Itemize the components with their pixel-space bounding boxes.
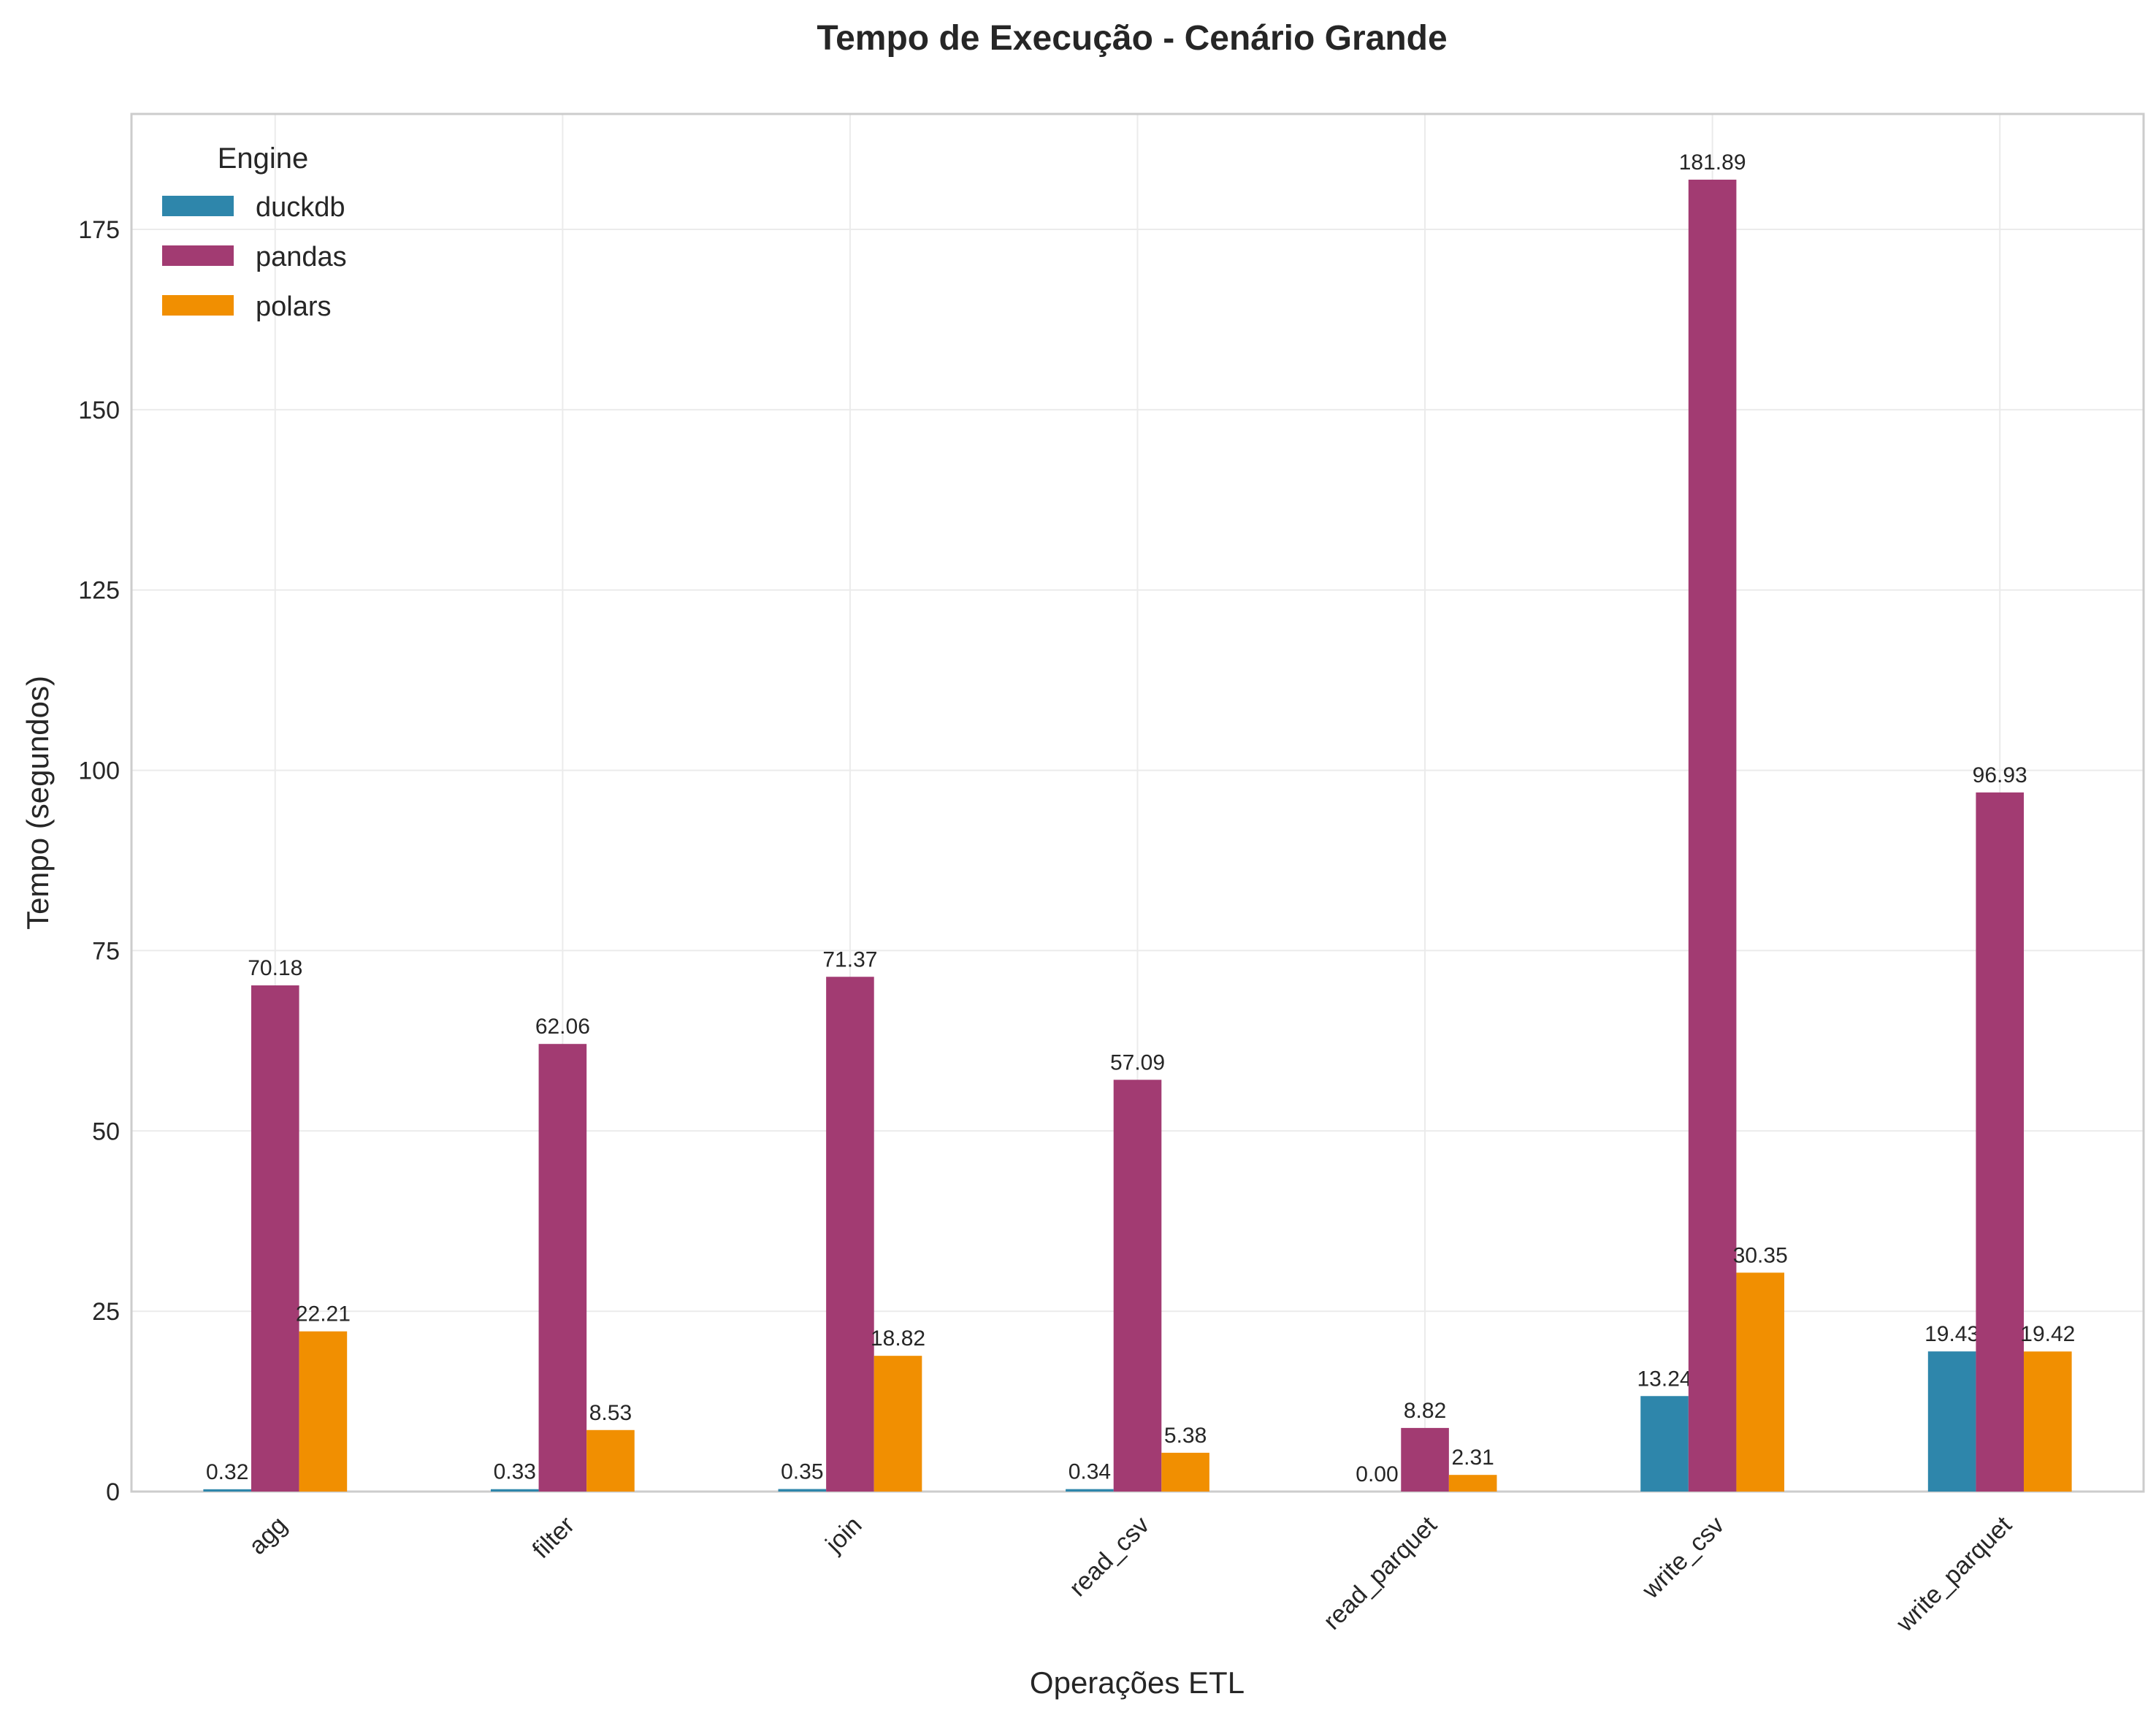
grid-lines: [131, 114, 2144, 1492]
bar-duckdb-read_csv: [1066, 1489, 1114, 1492]
bar-value-label: 96.93: [1973, 763, 2027, 787]
legend-label-duckdb: duckdb: [256, 192, 345, 223]
chart-title: Tempo de Execução - Cenário Grande: [817, 19, 1447, 58]
bar-value-label: 57.09: [1110, 1050, 1165, 1074]
bar-value-label: 19.43: [1924, 1322, 1979, 1346]
y-tick-label: 100: [78, 757, 120, 785]
bar-value-label: 62.06: [535, 1015, 590, 1039]
bar-value-label: 5.38: [1164, 1424, 1207, 1448]
y-tick-labels: 0 25 50 75 100 125 150 175: [78, 216, 120, 1506]
legend-swatch-polars: [162, 295, 234, 316]
bar-polars-agg: [299, 1331, 348, 1492]
legend-title: Engine: [218, 142, 309, 175]
bar-value-label: 181.89: [1679, 150, 1746, 175]
x-axis-label: Operações ETL: [1030, 1665, 1245, 1700]
bar-value-label: 0.00: [1356, 1462, 1398, 1486]
bar-value-label: 19.42: [2020, 1322, 2075, 1346]
bar-pandas-agg: [251, 985, 299, 1492]
legend-swatch-pandas: [162, 245, 234, 266]
y-tick-label: 175: [78, 216, 120, 244]
legend-swatch-duckdb: [162, 196, 234, 216]
bar-value-label: 30.35: [1733, 1243, 1788, 1267]
bar-duckdb-agg: [203, 1489, 251, 1492]
bar-pandas-read_parquet: [1401, 1427, 1449, 1492]
bar-value-label: 0.33: [494, 1460, 536, 1484]
y-tick-label: 50: [92, 1118, 120, 1145]
bars-group: 0.32 0.33 0.35 0.34 0.00 13.24 19.43 70.18 62.06…: [203, 150, 2075, 1492]
bar-value-label: 22.21: [296, 1302, 351, 1326]
bar-pandas-join: [826, 977, 874, 1492]
bar-duckdb-filter: [490, 1489, 539, 1492]
bar-value-label: 13.24: [1637, 1367, 1692, 1391]
bar-polars-read_csv: [1161, 1452, 1209, 1492]
bar-value-label: 71.37: [822, 947, 877, 971]
bar-polars-filter: [586, 1429, 635, 1492]
bar-polars-write_csv: [1736, 1272, 1785, 1492]
legend-label-polars: polars: [256, 291, 332, 322]
legend: Engine duckdb pandas polars: [162, 142, 347, 322]
y-tick-label: 75: [92, 937, 120, 965]
bar-duckdb-join: [778, 1489, 827, 1492]
bar-pandas-read_csv: [1113, 1080, 1162, 1492]
bar-value-label: 0.34: [1069, 1460, 1111, 1484]
bar-duckdb-write_csv: [1640, 1396, 1689, 1492]
bar-value-label: 0.35: [781, 1460, 823, 1484]
bar-polars-write_parquet: [2024, 1351, 2072, 1492]
bar-pandas-write_csv: [1688, 179, 1737, 1492]
bar-pandas-write_parquet: [1976, 792, 2025, 1492]
bar-polars-read_parquet: [1448, 1475, 1497, 1492]
legend-label-pandas: pandas: [256, 242, 347, 272]
bar-pandas-filter: [538, 1044, 587, 1492]
bar-value-label: 8.53: [589, 1401, 632, 1425]
bar-value-label: 2.31: [1451, 1446, 1494, 1470]
y-tick-label: 150: [78, 397, 120, 424]
bar-value-label: 0.32: [206, 1460, 248, 1484]
y-axis-label: Tempo (segundos): [20, 676, 55, 930]
bar-polars-join: [874, 1356, 922, 1492]
y-tick-label: 125: [78, 577, 120, 605]
bar-value-label: 70.18: [248, 956, 302, 980]
y-tick-label: 25: [92, 1298, 120, 1326]
y-tick-label: 0: [106, 1478, 120, 1506]
bar-value-label: 8.82: [1404, 1399, 1446, 1423]
bar-value-label: 18.82: [871, 1326, 925, 1351]
bar-duckdb-write_parquet: [1927, 1351, 1976, 1492]
